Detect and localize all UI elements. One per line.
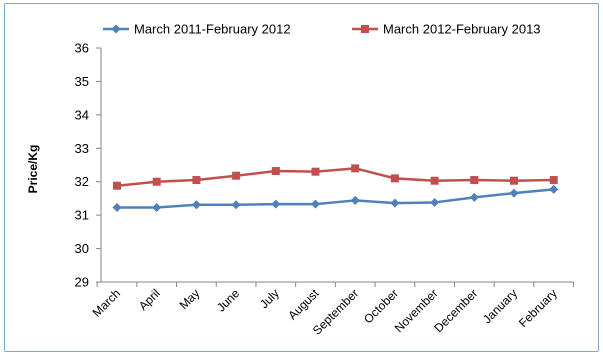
- x-tick-label: October: [361, 286, 401, 326]
- data-point: [311, 167, 320, 176]
- data-point: [192, 176, 201, 185]
- data-point: [191, 200, 201, 210]
- legend-label: March 2011-February 2012: [134, 22, 291, 37]
- data-point: [510, 176, 518, 185]
- y-tick-label: 33: [75, 141, 89, 156]
- series-1: [112, 184, 559, 212]
- legend-marker: [111, 24, 121, 34]
- data-point: [112, 202, 122, 212]
- y-tick-label: 32: [75, 174, 89, 189]
- data-point: [152, 177, 161, 186]
- legend-marker: [361, 25, 369, 33]
- y-tick-label: 36: [75, 41, 89, 56]
- x-tick-label: February: [516, 286, 560, 330]
- data-point: [271, 167, 280, 176]
- x-tick-label: April: [136, 286, 163, 313]
- data-point: [311, 199, 320, 209]
- data-point: [350, 195, 360, 205]
- axes: 29 30 31 32 33 34 35 36 March April May June July Aug…: [75, 41, 575, 338]
- data-point: [430, 197, 440, 207]
- y-tick-label: 31: [75, 208, 89, 223]
- series-line: [117, 188, 554, 209]
- x-tick-label: August: [285, 286, 322, 323]
- legend-label: March 2012-February 2013: [383, 22, 541, 37]
- y-tick-label: 34: [75, 107, 89, 122]
- series-2: [113, 164, 558, 190]
- data-point: [549, 184, 559, 194]
- y-tick-label: 35: [75, 74, 89, 89]
- data-point: [113, 181, 121, 190]
- data-point: [509, 188, 519, 198]
- data-point: [390, 198, 400, 208]
- y-axis-label: Price/Kg: [26, 145, 40, 194]
- data-point: [351, 164, 360, 173]
- series-line: [116, 167, 554, 187]
- data-point: [470, 176, 479, 185]
- x-tick-label: January: [480, 286, 520, 326]
- legend: March 2011-February 2012 March 2012-Febru…: [103, 22, 541, 37]
- chart-frame: March 2011-February 2012 March 2012-Febru…: [4, 3, 599, 352]
- data-point: [390, 174, 399, 183]
- x-tick-label: May: [177, 286, 203, 312]
- data-point: [430, 176, 439, 185]
- x-tick-label: June: [214, 286, 243, 315]
- y-tick-label: 30: [75, 241, 89, 256]
- y-tick-label: 29: [75, 275, 89, 290]
- x-tick-label: July: [257, 286, 282, 311]
- data-point: [271, 199, 281, 209]
- line-chart: March 2011-February 2012 March 2012-Febru…: [26, 22, 575, 338]
- data-point: [232, 171, 241, 180]
- x-tick-label: March: [90, 286, 123, 319]
- series-layer: [112, 164, 559, 212]
- x-tick-label: December: [431, 286, 480, 335]
- data-point: [469, 192, 479, 202]
- data-point: [549, 176, 558, 185]
- data-point: [231, 200, 241, 210]
- data-point: [152, 202, 162, 212]
